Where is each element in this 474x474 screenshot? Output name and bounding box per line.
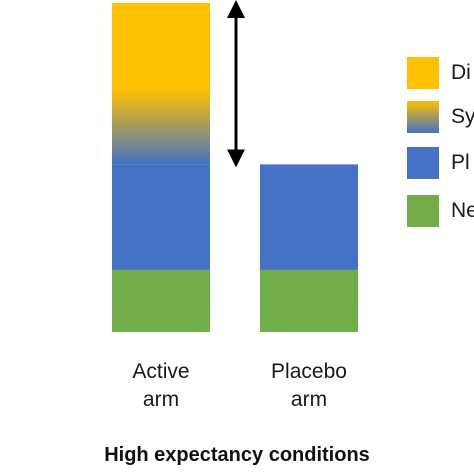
legend-label-2: Pl	[451, 151, 470, 174]
bars-group	[112, 3, 358, 332]
legend	[407, 57, 439, 227]
category-label-line: Active	[132, 360, 190, 383]
bar-0-segment-1	[112, 164, 210, 270]
category-label-0: Active arm	[101, 358, 221, 414]
bar-0-segment-2	[112, 89, 210, 165]
bar-1-segment-0	[260, 269, 358, 332]
legend-swatch-2	[407, 147, 439, 179]
category-label-line: arm	[142, 388, 180, 411]
chart-title: High expectancy conditions	[104, 444, 370, 466]
bar-0-segment-0	[112, 269, 210, 332]
legend-label-1: Sy	[451, 105, 474, 128]
legend-swatch-1	[407, 101, 439, 133]
legend-swatch-3	[407, 195, 439, 227]
legend-label-3: Ne	[451, 199, 474, 222]
category-label-line: arm	[290, 388, 328, 411]
bar-1-segment-1	[260, 164, 358, 270]
legend-label-0: Di	[451, 61, 471, 84]
category-label-1: Placebo arm	[249, 358, 369, 414]
bar-0-segment-3	[112, 3, 210, 90]
category-label-line: Placebo	[271, 360, 347, 383]
legend-swatch-0	[407, 57, 439, 89]
